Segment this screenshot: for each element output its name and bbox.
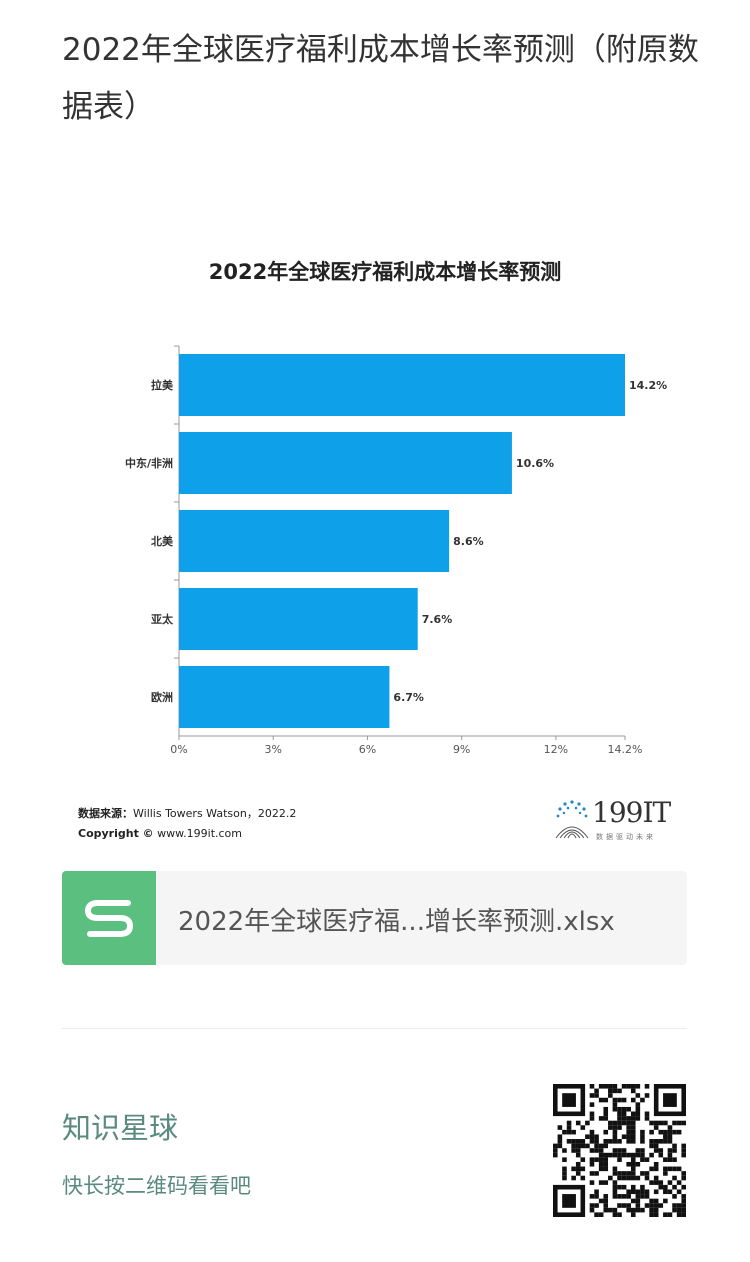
chart-source: 数据来源：Willis Towers Watson，2022.2 Copyrig… [78,804,296,844]
x-tick-label: 3% [264,743,281,756]
promo-subtitle: 快长按二维码看看吧 [62,1174,251,1198]
bar [179,510,450,572]
bar [179,588,418,650]
data-label: 10.6% [516,457,554,470]
category-label: 亚太 [151,612,174,626]
chart-title: 2022年全球医疗福利成本增长率预测 [208,260,562,284]
divider [62,1028,687,1029]
bar [179,432,512,494]
category-label: 拉美 [151,378,174,392]
x-tick-label: 9% [453,743,470,756]
spreadsheet-s-icon [62,871,156,965]
category-label: 北美 [151,534,174,548]
x-tick-label: 12% [544,743,568,756]
attachment-file-name: 2022年全球医疗福...增长率预测.xlsx [178,907,615,937]
brand-logo: 199IT 数据驱动未来 [552,796,682,846]
data-label: 8.6% [453,535,484,548]
logo-text: 199IT [592,796,671,829]
logo-tagline: 数据驱动未来 [596,833,656,841]
article-title: 2022年全球医疗福利成本增长率预测（附原数据表） [62,32,699,125]
x-tick-label: 6% [359,743,376,756]
source-label: 数据来源： [78,807,133,820]
data-label: 14.2% [629,379,667,392]
bar [179,666,390,728]
attachment-card[interactable]: 2022年全球医疗福...增长率预测.xlsx [62,871,687,965]
copyright-label: Copyright © [78,827,154,840]
bar-chart: 拉美 14.2% 中东/非洲 10.6% 北美 8.6% 亚太 7.6% 欧洲 6.7% 0% 3% 6… [125,345,667,756]
qr-code-icon[interactable] [553,1084,686,1217]
category-label: 欧洲 [151,690,173,704]
chart-image: 2022年全球医疗福利成本增长率预测 拉美 14.2% 中东/非洲 10.6% 北美 8.… [60,236,700,846]
data-label: 7.6% [422,613,453,626]
bar [179,354,625,416]
x-tick-label: 14.2% [608,743,643,756]
data-label: 6.7% [393,691,424,704]
x-tick-label: 0% [170,743,187,756]
category-label: 中东/非洲 [125,456,173,470]
copyright-value: www.199it.com [157,827,243,840]
promo-title: 知识星球 [62,1111,179,1145]
dandelion-icon [555,800,589,839]
source-value: Willis Towers Watson，2022.2 [133,807,297,820]
